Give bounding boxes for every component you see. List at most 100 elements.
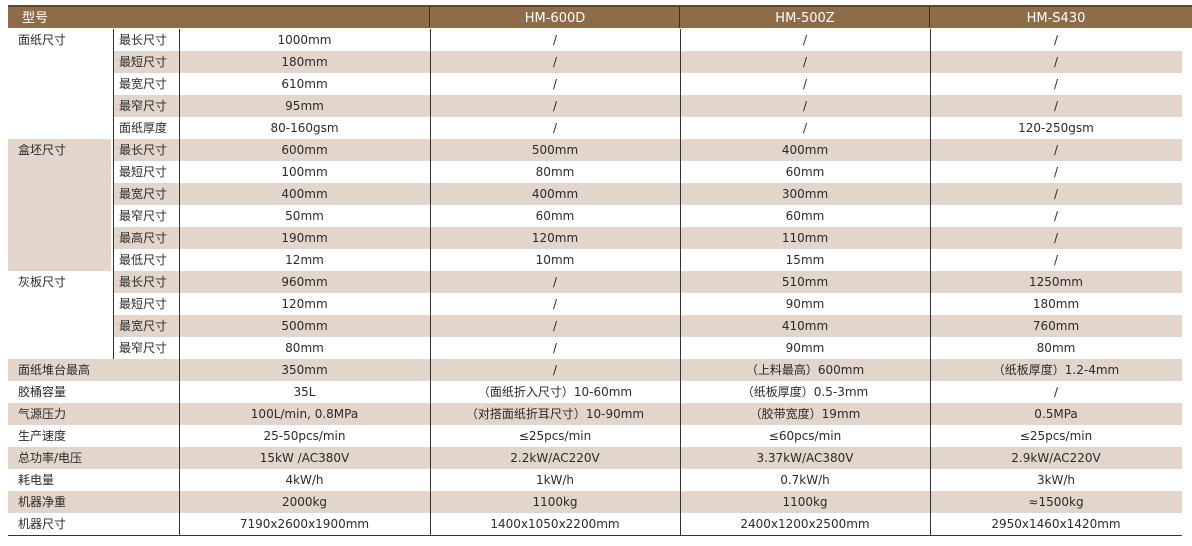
row-label: 面纸堆台最高 xyxy=(8,359,179,381)
value-cell: / xyxy=(430,95,680,117)
value-cell: 15mm xyxy=(785,253,825,267)
value-cell: 80mm xyxy=(285,341,324,355)
value-cell: 90mm xyxy=(785,297,825,311)
value-cell: ≤25pcs/min xyxy=(518,429,592,443)
value-cell: / xyxy=(930,139,1182,161)
value-cell: 600mm xyxy=(179,139,430,161)
row-label: 最长尺寸 xyxy=(113,271,179,293)
value-cell: （面纸折入尺寸）10-60mm xyxy=(477,385,633,399)
value-cell: / xyxy=(1053,77,1059,91)
value-cell: 1100kg xyxy=(430,491,680,513)
value-cell: 1100kg xyxy=(680,491,930,513)
value-cell: 2.9kW/AC220V xyxy=(930,447,1182,469)
value-cell: / xyxy=(552,33,558,47)
value-cell: / xyxy=(1053,165,1059,179)
row-label: 面纸厚度 xyxy=(119,121,168,135)
value-cell: 80mm xyxy=(1036,341,1076,355)
value-cell: 1400x1050x2200mm xyxy=(490,517,620,531)
value-cell: / xyxy=(1053,209,1059,223)
value-cell: 2400x1200x2500mm xyxy=(740,517,870,531)
value-cell: 510mm xyxy=(680,271,930,293)
value-cell: / xyxy=(1053,385,1059,399)
value-cell: 60mm xyxy=(535,209,575,223)
value-cell: / xyxy=(802,121,808,135)
value-cell: 3kW/h xyxy=(1036,473,1076,487)
value-cell: / xyxy=(552,297,558,311)
row-label: 最长尺寸 xyxy=(119,33,168,47)
value-cell: 760mm xyxy=(930,315,1182,337)
spec-table: 型号HM-600DHM-500ZHM-S430HM-PK850D面纸尺寸最长尺寸… xyxy=(8,5,1192,536)
value-cell: 1250mm xyxy=(930,271,1182,293)
value-cell: 80mm xyxy=(535,165,575,179)
value-cell: 60mm xyxy=(785,209,825,223)
value-cell: 7190x2600x1900mm xyxy=(239,517,370,531)
value-cell: / xyxy=(802,77,808,91)
value-cell: 0.7kW/h xyxy=(780,473,830,487)
value-cell: 410mm xyxy=(680,315,930,337)
value-cell: 610mm xyxy=(281,77,328,91)
value-cell: / xyxy=(680,95,930,117)
value-cell: / xyxy=(930,227,1182,249)
value-cell: 500mm xyxy=(179,315,430,337)
value-cell: ≈1500kg xyxy=(930,491,1182,513)
header-model-hm-600d: HM-600D xyxy=(430,5,680,28)
value-cell: / xyxy=(802,33,808,47)
row-label: 最宽尺寸 xyxy=(113,315,179,337)
group-label: 面纸尺寸 xyxy=(18,33,67,47)
value-cell: 35L xyxy=(293,385,316,399)
value-cell: 100mm xyxy=(281,165,328,179)
row-label: 最窄尺寸 xyxy=(119,341,168,355)
header-divider xyxy=(429,7,430,28)
value-cell: 25-50pcs/min xyxy=(263,429,346,443)
row-label: 机器尺寸 xyxy=(18,517,67,531)
value-cell: 400mm xyxy=(680,139,930,161)
row-label: 机器净重 xyxy=(8,491,179,513)
value-cell: 350mm xyxy=(179,359,430,381)
value-cell: / xyxy=(430,51,680,73)
value-cell: / xyxy=(1053,33,1059,47)
header-model-hm-pk850d: HM-PK850D xyxy=(1182,5,1192,49)
value-cell: / xyxy=(930,95,1182,117)
value-cell: 180mm xyxy=(179,51,430,73)
value-cell: / xyxy=(430,315,680,337)
column-divider xyxy=(430,29,431,535)
column-divider xyxy=(179,29,180,535)
value-cell: 1000mm xyxy=(277,33,332,47)
value-cell: 50mm xyxy=(285,209,324,223)
row-label: 最宽尺寸 xyxy=(113,183,179,205)
value-cell: 110mm xyxy=(680,227,930,249)
value-cell: / xyxy=(680,51,930,73)
value-cell: / xyxy=(930,51,1182,73)
value-cell: / xyxy=(1053,253,1059,267)
value-cell: 15kW /AC380V xyxy=(179,447,430,469)
value-cell: / xyxy=(552,341,558,355)
row-label: 最窄尺寸 xyxy=(119,209,168,223)
value-cell: 90mm xyxy=(785,341,825,355)
row-label: 耗电量 xyxy=(18,473,55,487)
row-label: 最高尺寸 xyxy=(113,227,179,249)
value-cell: （纸板厚度）1.2-4mm xyxy=(930,359,1182,381)
value-cell: / xyxy=(552,121,558,135)
row-label: 气源压力 xyxy=(8,403,179,425)
value-cell: / xyxy=(430,271,680,293)
value-cell: 180mm xyxy=(1032,297,1080,311)
value-cell: 0.5MPa xyxy=(930,403,1182,425)
value-cell: 500mm xyxy=(430,139,680,161)
value-cell: 190mm xyxy=(179,227,430,249)
group-divider xyxy=(113,271,114,359)
header-divider xyxy=(679,7,680,28)
value-cell: / xyxy=(430,359,680,381)
row-label: 最窄尺寸 xyxy=(113,95,179,117)
value-cell: 400mm xyxy=(179,183,430,205)
value-cell: 300mm xyxy=(680,183,930,205)
value-cell: （胶带宽度）19mm xyxy=(680,403,930,425)
row-label: 胶桶容量 xyxy=(18,385,67,399)
table-bottom-border xyxy=(8,535,1182,536)
header-label-cell: 型号 xyxy=(8,5,430,28)
group-label: 灰板尺寸 xyxy=(18,275,67,289)
value-cell: 4kW/h xyxy=(285,473,324,487)
group-label: 盒坯尺寸 xyxy=(8,139,111,271)
value-cell: / xyxy=(552,77,558,91)
value-cell: 960mm xyxy=(179,271,430,293)
value-cell: 120mm xyxy=(281,297,328,311)
